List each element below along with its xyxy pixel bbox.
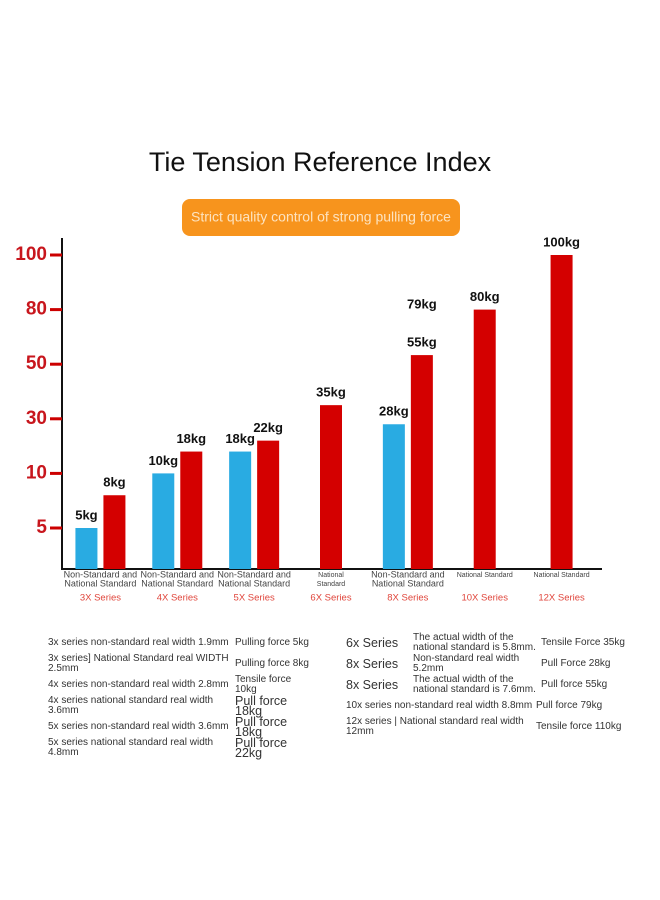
spec-row: 3x series] National Standard real WIDTH …: [48, 653, 315, 674]
spec-text: Tensile force 10kg: [235, 673, 292, 695]
spec-text: Pull force 79kg: [536, 699, 603, 711]
bar: [473, 309, 496, 569]
bar: [75, 528, 98, 569]
chart-title: Tie Tension Reference Index: [149, 147, 492, 177]
spec-row: 8x Series The actual width of the nationa…: [346, 674, 625, 695]
value-label: 5kg: [75, 507, 97, 522]
x-tick-label: 6X Series: [310, 593, 351, 604]
spec-row: 8x Series Non-standard real width 5.2mm Pu…: [346, 653, 625, 674]
sub-label: Non-Standard and: [64, 569, 138, 579]
spec-text: Pull force 18kg: [235, 714, 288, 739]
spec-text: Pull force 55kg: [541, 678, 608, 690]
spec-text: 8x Series: [346, 677, 399, 692]
bar: [382, 424, 405, 569]
bar: [180, 451, 203, 569]
bar: [410, 355, 433, 569]
spec-row: 12x series | National standard real widt…: [346, 716, 625, 737]
y-tick-label: 100: [15, 244, 47, 265]
spec-text: 6x Series: [346, 635, 399, 650]
spec-text: Pulling force 5kg: [235, 636, 309, 648]
value-label: 10kg: [148, 453, 178, 468]
bar: [152, 473, 175, 569]
sub-label: Non-Standard and: [217, 569, 291, 579]
spec-text: Tensile force 110kg: [536, 720, 622, 732]
x-tick-label: 10X Series: [461, 593, 508, 604]
spec-text: 8x Series: [346, 656, 399, 671]
value-label: 35kg: [316, 385, 346, 400]
bar: [320, 405, 342, 569]
spec-text: 10x series non-standard real width 8.8mm: [346, 699, 533, 711]
value-label: 22kg: [253, 420, 283, 435]
spec-text: 4x series national standard real width 3…: [48, 694, 214, 716]
y-tick-label: 5: [36, 517, 47, 538]
spec-text: Pull force 22kg: [235, 735, 288, 760]
sub-label: National Standard: [372, 578, 444, 588]
spec-text: The actual width of the national standar…: [413, 673, 536, 695]
x-tick-label: 12X Series: [538, 593, 585, 604]
value-label: 55kg: [407, 335, 437, 350]
sub-label: National Standard: [141, 578, 213, 588]
x-tick-label: 8X Series: [387, 593, 428, 604]
spec-text: 3x series non-standard real width 1.9mm: [48, 636, 229, 648]
chart-subtitle: Strict quality control of strong pulling…: [191, 209, 451, 225]
x-tick-label: 4X Series: [157, 593, 198, 604]
value-label: 80kg: [470, 289, 500, 304]
spec-text: 5x series national standard real width 4…: [48, 736, 214, 758]
y-tick-label: 80: [26, 299, 47, 320]
specs-right: 6x Series The actual width of the nationa…: [346, 632, 625, 737]
value-label: 8kg: [103, 475, 125, 490]
value-label: 18kg: [176, 431, 206, 446]
spec-text: Pull Force 28kg: [541, 657, 611, 669]
sub-label: National Standard: [534, 572, 590, 579]
spec-text: The actual width of the national standar…: [413, 631, 536, 653]
bar: [103, 495, 126, 569]
spec-text: Tensile Force 35kg: [541, 636, 625, 648]
spec-text: 4x series non-standard real width 2.8mm: [48, 678, 229, 690]
spec-row: 4x series national standard real width 3…: [48, 693, 315, 718]
sub-label: Non-Standard and: [141, 569, 215, 579]
spec-text: Pull force 18kg: [235, 693, 288, 718]
annotation: 79kg: [407, 297, 437, 312]
sub-label: Standard: [317, 581, 346, 588]
sub-label: National Standard: [457, 572, 513, 579]
bar: [550, 255, 573, 569]
value-label: 100kg: [543, 234, 580, 249]
sub-label: National: [318, 572, 344, 579]
spec-row: 5x series non-standard real width 3.6mm P…: [48, 714, 315, 739]
value-label: 18kg: [225, 431, 255, 446]
spec-row: 10x series non-standard real width 8.8mm…: [346, 695, 625, 716]
spec-text: 3x series] National Standard real WIDTH …: [48, 652, 229, 674]
spec-row: 5x series national standard real width 4…: [48, 735, 315, 760]
bar: [257, 440, 280, 569]
y-tick-label: 10: [26, 462, 47, 483]
spec-row: 3x series non-standard real width 1.9mm P…: [48, 632, 315, 653]
value-label: 28kg: [379, 404, 409, 419]
spec-text: Pulling force 8kg: [235, 657, 309, 669]
specs-left: 3x series non-standard real width 1.9mm P…: [48, 632, 315, 760]
subtitle-badge: [182, 199, 460, 236]
x-tick-label: 3X Series: [80, 593, 121, 604]
sub-label: National Standard: [218, 578, 290, 588]
x-tick-label: 5X Series: [234, 593, 275, 604]
sub-label: National Standard: [64, 578, 136, 588]
spec-row: 6x Series The actual width of the nationa…: [346, 632, 625, 653]
spec-text: 5x series non-standard real width 3.6mm: [48, 720, 229, 732]
y-tick-label: 30: [26, 408, 47, 429]
spec-text: Non-standard real width 5.2mm: [413, 652, 520, 674]
spec-text: 12x series | National standard real widt…: [346, 715, 524, 737]
bar: [229, 451, 252, 569]
y-tick-label: 50: [26, 353, 47, 374]
sub-label: Non-Standard and: [371, 569, 445, 579]
spec-row: 4x series non-standard real width 2.8mm T…: [48, 674, 315, 695]
